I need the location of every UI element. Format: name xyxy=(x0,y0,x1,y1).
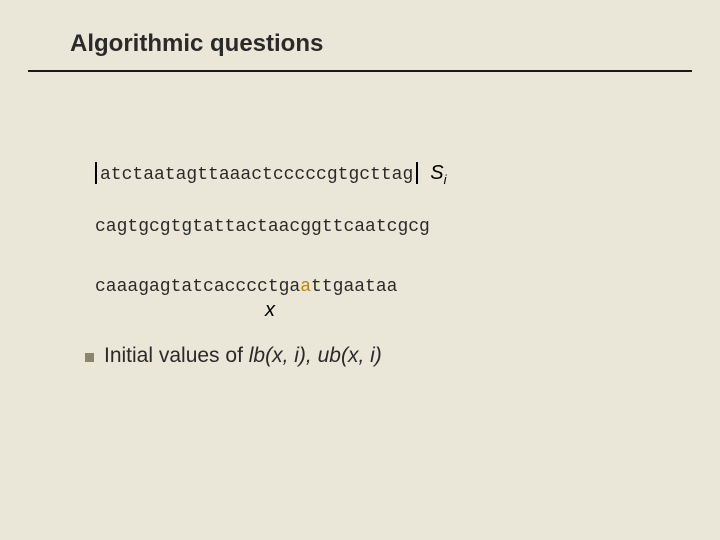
initial-values-text: Initial values of lb(x, i), ub(x, i) xyxy=(104,344,382,368)
lb-func: lb(x, i), xyxy=(249,344,318,367)
si-sub: i xyxy=(444,172,447,187)
cursor-left-icon xyxy=(95,162,97,184)
initial-prefix: Initial values of xyxy=(104,344,249,367)
query-highlight: a xyxy=(300,277,311,297)
sequence-1-row: atctaatagttaaactcccccgtgcttag Si xyxy=(95,162,720,187)
query-row: caaagagtatcacccctgaattgaataa xyxy=(95,277,720,297)
sequence-1-label: Si xyxy=(430,162,446,187)
slide-title: Algorithmic questions xyxy=(70,30,720,58)
bullet-icon xyxy=(85,353,94,362)
si-main: S xyxy=(430,162,443,184)
body-area: atctaatagttaaactcccccgtgcttag Si cagtgcg… xyxy=(0,72,720,368)
cursor-right-icon xyxy=(416,162,418,184)
title-area: Algorithmic questions xyxy=(0,0,720,58)
query-post: ttgaataa xyxy=(311,277,397,297)
query-pre: caaagagtatcacccctga xyxy=(95,277,300,297)
sequence-1-text: atctaatagttaaactcccccgtgcttag xyxy=(100,165,413,185)
slide: Algorithmic questions atctaatagttaaactcc… xyxy=(0,0,720,540)
ub-func: ub(x, i) xyxy=(318,344,382,367)
bullet-row: Initial values of lb(x, i), ub(x, i) xyxy=(85,344,720,368)
sequence-2-text: cagtgcgtgtattactaacggttcaatcgcg xyxy=(95,217,720,237)
query-x-label: x xyxy=(265,299,720,322)
